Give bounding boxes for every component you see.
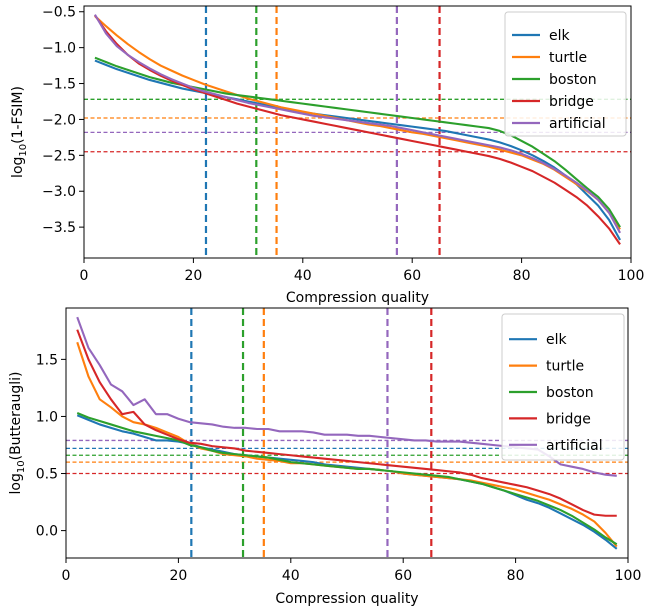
series-line-boston: [76, 412, 618, 546]
legend-box: [504, 11, 627, 137]
y-tick-label: 0.5: [36, 467, 58, 483]
y-tick-label: −2.5: [42, 148, 76, 164]
legend-box: [501, 313, 625, 461]
plot-area: [66, 308, 628, 558]
y-tick-label: 1.0: [36, 409, 58, 425]
x-tick-label: 80: [513, 268, 531, 284]
legend-label-boston: boston: [549, 72, 597, 88]
plot-area: [84, 6, 631, 258]
y-tick-label: −3.5: [42, 220, 76, 236]
legend-label-elk: elk: [549, 28, 571, 44]
x-axis-label: Compression quality: [275, 591, 418, 607]
series-line-bridge: [94, 14, 621, 245]
x-tick-label: 40: [282, 568, 300, 584]
legend: elk turtle boston bridge artificial: [504, 11, 627, 137]
y-tick-label: −3.0: [42, 184, 76, 200]
y-axis-label-prefix: log: [8, 473, 24, 494]
chart-panel-1: 0 20 40 60 80 100 −3.5 −3.0 −2.5 −2.0 −1.5 −1.0 −0.5…: [10, 5, 644, 306]
y-tick-label: −1.0: [42, 41, 76, 57]
legend-label-artificial: artificial: [546, 438, 603, 454]
legend-label-bridge: bridge: [549, 94, 594, 110]
x-tick-label: 60: [394, 568, 412, 584]
y-tick-label: −0.5: [42, 5, 76, 21]
y-tick-label: −2.0: [42, 112, 76, 128]
x-tick-label: 100: [618, 268, 645, 284]
legend-label-turtle: turtle: [549, 50, 587, 66]
legend: elk turtle boston bridge artificial: [501, 313, 625, 461]
chart-panel-2: 0 20 40 60 80 100 0.0 0.5 1.0 1.5 Compression qual…: [8, 307, 642, 607]
x-tick-label: 0: [62, 568, 71, 584]
y-axis-label-suffix: (1-FSIM): [10, 86, 26, 144]
x-tick-label: 20: [184, 268, 202, 284]
y-axis-label-suffix: (Butteraugli): [8, 372, 24, 461]
series-line-elk: [76, 414, 618, 550]
x-tick-label: 0: [80, 268, 89, 284]
y-tick-label: 1.5: [36, 352, 58, 368]
y-tick-label: 0.0: [36, 524, 58, 540]
y-axis-label: log10(1-FSIM): [10, 86, 29, 178]
legend-label-elk: elk: [546, 332, 568, 348]
x-tick-label: 20: [169, 568, 187, 584]
x-tick-label: 40: [294, 268, 312, 284]
axes-frame: [65, 307, 629, 559]
series-line-artificial: [94, 14, 621, 234]
y-axis-label-prefix: log: [10, 157, 26, 178]
series-line-elk: [94, 59, 621, 241]
x-axis-label: Compression quality: [286, 290, 429, 306]
x-tick-label: 100: [615, 568, 642, 584]
legend-label-boston: boston: [546, 385, 594, 401]
legend-label-artificial: artificial: [549, 116, 606, 132]
series-line-bridge: [76, 329, 617, 517]
axes-frame: [83, 5, 632, 259]
legend-label-turtle: turtle: [546, 359, 584, 375]
y-tick-label: −1.5: [42, 77, 76, 93]
legend-label-bridge: bridge: [546, 411, 591, 427]
y-axis-label: log10(Butteraugli): [8, 372, 27, 495]
x-tick-label: 60: [403, 268, 421, 284]
x-tick-label: 80: [507, 568, 525, 584]
y-axis-label-subscript: 10: [18, 144, 29, 157]
y-axis-label-subscript: 10: [16, 460, 27, 473]
